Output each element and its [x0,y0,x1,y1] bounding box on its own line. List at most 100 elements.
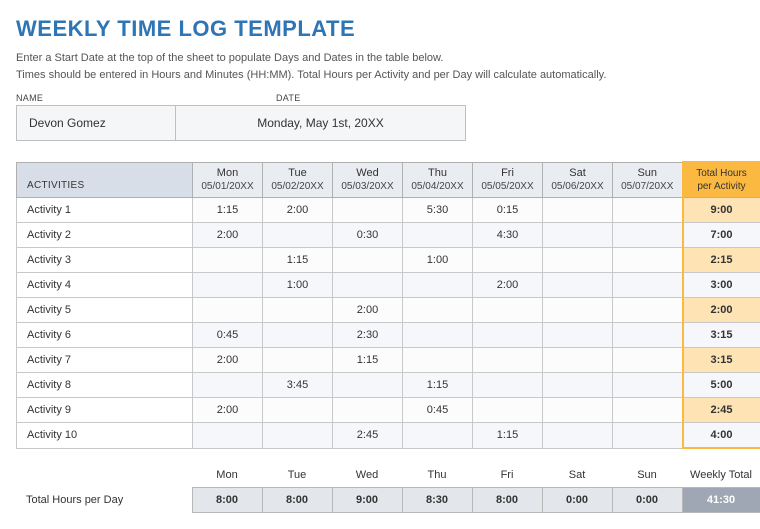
time-cell[interactable]: 0:15 [473,198,543,223]
time-cell[interactable] [333,198,403,223]
footer-val-sun: 0:00 [612,488,682,513]
activity-name-cell[interactable]: Activity 2 [17,223,193,248]
activity-name-cell[interactable]: Activity 10 [17,423,193,449]
time-cell[interactable] [263,423,333,449]
time-cell[interactable]: 2:00 [473,273,543,298]
time-cell[interactable]: 2:00 [193,398,263,423]
footer-day-thu: Thu [402,463,472,488]
day-date: 05/01/20XX [195,181,260,192]
time-cell[interactable] [403,273,473,298]
time-cell[interactable] [263,398,333,423]
time-cell[interactable] [263,223,333,248]
time-cell[interactable] [333,248,403,273]
time-cell[interactable] [333,398,403,423]
time-cell[interactable]: 0:45 [193,323,263,348]
time-cell[interactable]: 2:00 [193,223,263,248]
time-cell[interactable] [543,223,613,248]
time-cell[interactable]: 2:00 [263,198,333,223]
time-cell[interactable]: 0:45 [403,398,473,423]
row-total-cell: 3:00 [683,273,760,298]
time-cell[interactable] [193,373,263,398]
time-cell[interactable]: 2:45 [333,423,403,449]
footer-day-tue: Tue [262,463,332,488]
time-cell[interactable] [403,298,473,323]
time-cell[interactable] [263,348,333,373]
time-cell[interactable] [543,298,613,323]
time-cell[interactable] [613,323,683,348]
time-cell[interactable] [263,298,333,323]
time-cell[interactable] [473,398,543,423]
time-cell[interactable] [613,223,683,248]
time-cell[interactable] [403,223,473,248]
table-row: Activity 60:452:303:15 [17,323,760,348]
table-row: Activity 52:002:00 [17,298,760,323]
time-cell[interactable] [263,323,333,348]
time-cell[interactable]: 1:15 [403,373,473,398]
meta-labels: NAME DATE [16,93,744,103]
time-cell[interactable] [613,298,683,323]
time-cell[interactable] [403,348,473,373]
time-cell[interactable] [473,323,543,348]
time-cell[interactable] [543,348,613,373]
activity-name-cell[interactable]: Activity 7 [17,348,193,373]
header-row: ACTIVITIES Mon05/01/20XX Tue05/02/20XX W… [17,162,760,198]
activity-name-cell[interactable]: Activity 8 [17,373,193,398]
time-cell[interactable] [473,373,543,398]
time-cell[interactable] [543,373,613,398]
date-field[interactable]: Monday, May 1st, 20XX [176,105,466,141]
time-cell[interactable]: 1:15 [263,248,333,273]
time-cell[interactable] [333,273,403,298]
row-total-cell: 2:15 [683,248,760,273]
time-cell[interactable] [613,398,683,423]
time-cell[interactable]: 3:45 [263,373,333,398]
time-cell[interactable] [613,423,683,449]
activity-name-cell[interactable]: Activity 1 [17,198,193,223]
time-cell[interactable] [613,248,683,273]
time-cell[interactable] [473,248,543,273]
time-cell[interactable] [403,323,473,348]
time-cell[interactable]: 5:30 [403,198,473,223]
row-total-cell: 3:15 [683,348,760,373]
row-total-cell: 9:00 [683,198,760,223]
row-total-cell: 2:45 [683,398,760,423]
activity-name-cell[interactable]: Activity 4 [17,273,193,298]
day-name: Fri [475,167,540,179]
time-cell[interactable] [543,423,613,449]
time-cell[interactable]: 1:15 [193,198,263,223]
time-cell[interactable] [543,273,613,298]
time-cell[interactable] [193,248,263,273]
activity-name-cell[interactable]: Activity 6 [17,323,193,348]
activity-name-cell[interactable]: Activity 3 [17,248,193,273]
time-cell[interactable] [403,423,473,449]
time-cell[interactable]: 1:00 [403,248,473,273]
time-cell[interactable] [543,248,613,273]
time-cell[interactable] [613,373,683,398]
time-cell[interactable] [333,373,403,398]
time-cell[interactable]: 1:15 [333,348,403,373]
time-cell[interactable]: 0:30 [333,223,403,248]
day-name: Wed [335,167,400,179]
time-cell[interactable]: 2:00 [333,298,403,323]
time-cell[interactable]: 1:00 [263,273,333,298]
activity-name-cell[interactable]: Activity 5 [17,298,193,323]
footer-day-fri: Fri [472,463,542,488]
time-cell[interactable] [193,423,263,449]
time-cell[interactable] [543,398,613,423]
time-cell[interactable]: 1:15 [473,423,543,449]
day-header-thu: Thu05/04/20XX [403,162,473,198]
time-cell[interactable] [193,273,263,298]
time-cell[interactable] [473,348,543,373]
time-cell[interactable] [543,323,613,348]
time-cell[interactable] [613,273,683,298]
time-cell[interactable]: 4:30 [473,223,543,248]
table-row: Activity 72:00 1:15 3:15 [17,348,760,373]
name-field[interactable]: Devon Gomez [16,105,176,141]
time-cell[interactable] [613,198,683,223]
time-cell[interactable] [543,198,613,223]
time-cell[interactable] [193,298,263,323]
time-cell[interactable]: 2:30 [333,323,403,348]
time-cell[interactable]: 2:00 [193,348,263,373]
time-cell[interactable] [613,348,683,373]
activity-name-cell[interactable]: Activity 9 [17,398,193,423]
time-cell[interactable] [473,298,543,323]
